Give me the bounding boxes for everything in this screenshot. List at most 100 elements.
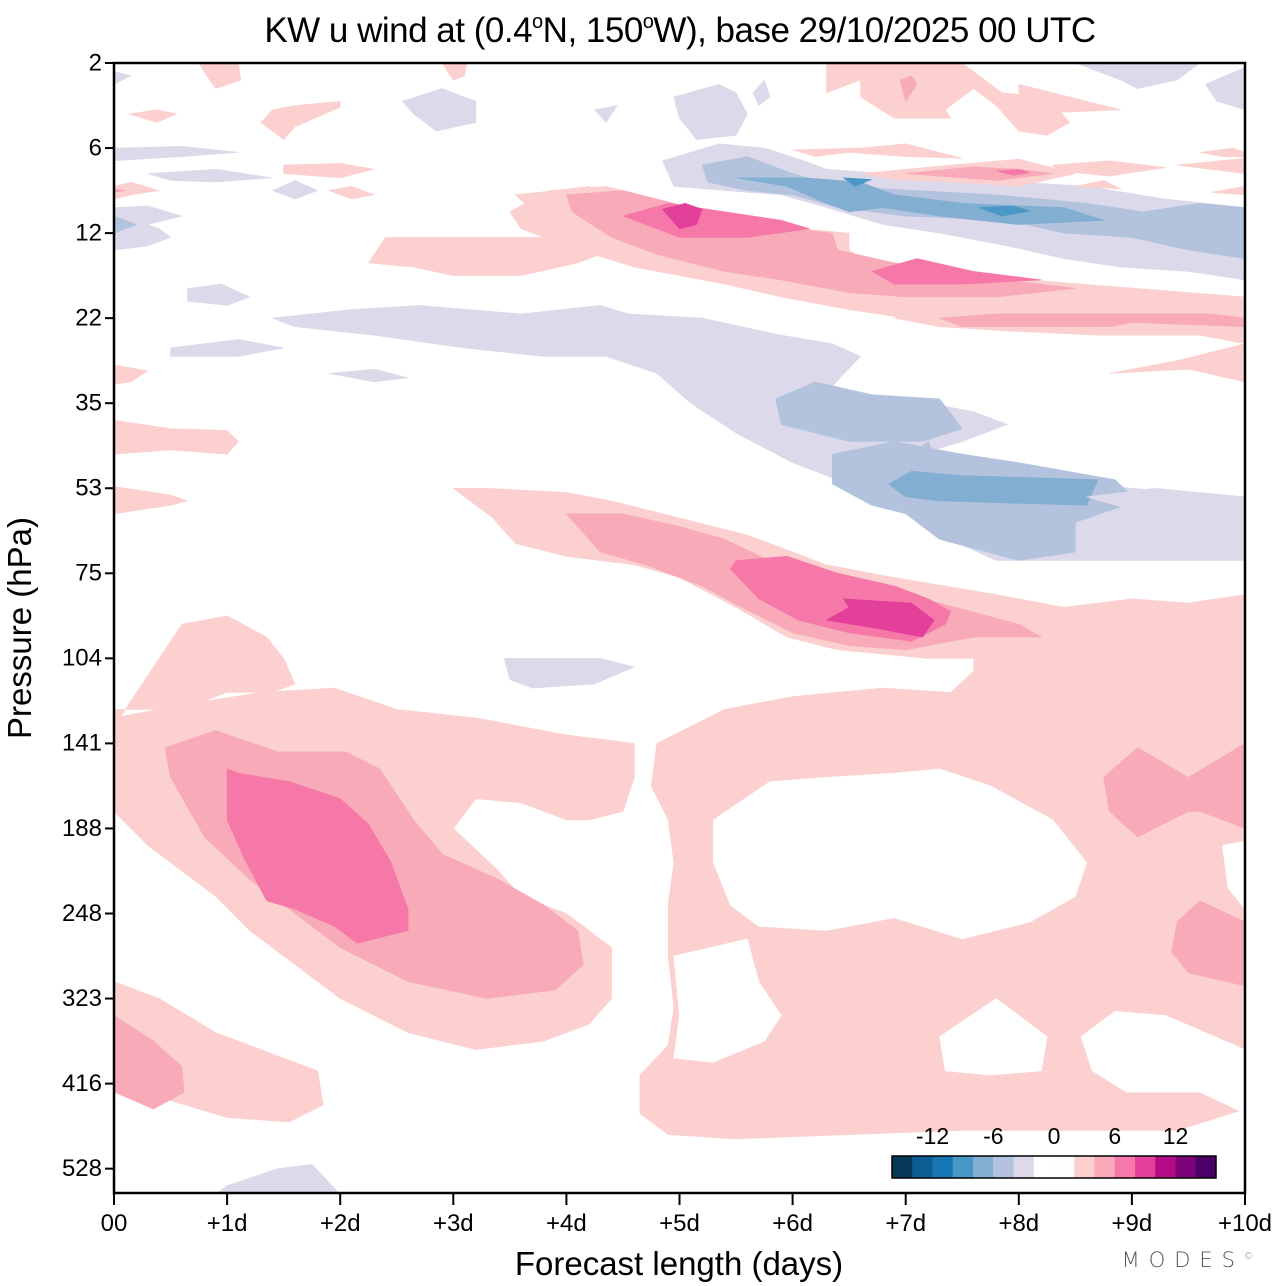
colorbar-swatch: [1135, 1156, 1156, 1178]
contour-region-pos1: [1109, 343, 1245, 383]
y-tick-label: 104: [62, 645, 102, 672]
contour-region-neg2: [775, 381, 963, 442]
x-tick-label: +1d: [207, 1210, 248, 1237]
colorbar-swatch: [1175, 1156, 1197, 1178]
contour-region-pos1: [792, 143, 963, 159]
contour-region-pos2: [1171, 900, 1245, 987]
colorbar-tick-label: 6: [1108, 1123, 1121, 1149]
contour-region-neg1: [147, 168, 273, 183]
contour-region-pos1: [1211, 185, 1245, 196]
contour-region-neg2: [114, 215, 138, 234]
contour-region-neg4: [842, 177, 872, 187]
contour-region-none: [1080, 1010, 1245, 1114]
contour-region-pos1: [1075, 180, 1121, 190]
contour-region-pos1: [114, 419, 239, 455]
x-tick-label: +8d: [998, 1210, 1039, 1237]
contour-region-neg1: [187, 283, 251, 306]
contour-region-pos1: [1052, 160, 1166, 177]
contour-region-neg1: [271, 180, 319, 200]
degree-symbol: o: [642, 11, 654, 33]
title-part: KW u wind at (0.4: [264, 11, 533, 50]
contour-region-neg3: [888, 470, 1099, 506]
contour-region-neg1: [272, 305, 1245, 561]
colorbar-tick-label: 12: [1163, 1123, 1189, 1149]
contour-region-pos1: [1199, 147, 1245, 157]
y-axis: 2 6 12 22 35 53 75 104 141 188 248 323 416 528: [62, 49, 114, 1182]
colorbar: -12 -6 0 6 12: [891, 1123, 1217, 1179]
colorbar-swatch: [1195, 1156, 1217, 1178]
contour-region-pos1: [441, 63, 468, 81]
colorbar-swatch: [1155, 1156, 1176, 1178]
contour-region-pos3: [871, 258, 1042, 285]
contour-region-pos1: [114, 486, 189, 515]
contour-region-none: [713, 768, 1088, 940]
colorbar-swatch: [1013, 1156, 1035, 1178]
contour-region-neg1: [114, 205, 184, 251]
contour-region-neg1: [114, 145, 239, 162]
watermark-text: MODES: [1121, 1248, 1244, 1272]
contour-region-pos4: [661, 202, 703, 230]
contour-region-neg1: [216, 1164, 340, 1193]
colorbar-swatch: [1054, 1156, 1075, 1178]
y-axis-title: Pressure (hPa): [1, 517, 38, 739]
y-tick-label: 2: [89, 49, 102, 76]
contour-region-none: [939, 998, 1048, 1076]
contour-region-neg1: [673, 83, 748, 140]
contour-region-pos1: [114, 615, 296, 727]
y-tick-label: 416: [62, 1070, 102, 1097]
y-tick-label: 6: [89, 134, 102, 161]
title-part: W), base 29/10/2025 00 UTC: [653, 11, 1096, 50]
y-tick-label: 188: [62, 815, 102, 842]
contour-region-pos3: [226, 768, 409, 944]
x-tick-label: +5d: [659, 1210, 700, 1237]
contour-region-neg1: [752, 79, 771, 106]
contour-region-neg1: [114, 71, 132, 85]
contour-region-neg1: [1086, 487, 1245, 532]
contour-region-none: [1222, 840, 1245, 910]
colorbar-frame: [891, 1155, 1217, 1179]
contour-region-neg1: [1075, 63, 1201, 89]
x-tick-label: +9d: [1112, 1210, 1153, 1237]
contour-fills: [114, 63, 1245, 1193]
x-tick-label: 00: [101, 1210, 128, 1237]
colorbar-swatch: [973, 1156, 994, 1178]
contour-region-pos1: [260, 100, 341, 140]
y-tick-label: 528: [62, 1155, 102, 1182]
x-tick-label: +4d: [546, 1210, 587, 1237]
contour-region-pos1: [327, 185, 376, 200]
contour-region-pos2: [939, 313, 1245, 328]
contour-region-pos1: [283, 163, 375, 179]
x-tick-label: +2d: [320, 1210, 361, 1237]
contour-region-pos2: [114, 1015, 185, 1110]
contour-region-pos1: [128, 109, 178, 123]
x-tick-label: +6d: [772, 1210, 813, 1237]
contour-region-pos1: [1018, 83, 1121, 115]
colorbar-tick-label: -6: [983, 1123, 1003, 1149]
colorbar-swatch: [932, 1156, 954, 1178]
y-tick-label: 22: [75, 304, 102, 331]
contour-region-pos1: [114, 364, 149, 385]
colorbar-swatch: [1094, 1156, 1116, 1178]
colorbar-swatch: [912, 1156, 933, 1178]
contour-region-pos2: [114, 188, 126, 193]
x-tick-label: +7d: [885, 1210, 926, 1237]
contour-region-neg1: [170, 339, 284, 357]
y-tick-label: 35: [75, 390, 102, 417]
y-tick-label: 75: [75, 560, 102, 587]
colorbar-tick-label: -12: [916, 1123, 949, 1149]
x-axis: 00 +1d +2d +3d +4d +5d +6d +7d +8d +9d +10d: [101, 1193, 1272, 1237]
contour-region-neg1: [401, 88, 477, 132]
y-tick-label: 12: [75, 219, 102, 246]
contour-region-neg2: [916, 441, 935, 455]
y-tick-label: 323: [62, 985, 102, 1012]
contour-region-pos1: [198, 63, 242, 89]
contour-region-pos4: [825, 598, 935, 638]
contour-region-pos1: [367, 185, 624, 276]
contour-region-neg1: [1204, 66, 1245, 111]
colorbar-tick-label: 0: [1048, 1123, 1061, 1149]
copyright-mark: ©: [1244, 1252, 1253, 1262]
colorbar-swatch: [1074, 1156, 1095, 1178]
x-tick-label: +3d: [433, 1210, 474, 1237]
colorbar-swatch: [952, 1156, 974, 1178]
colorbar-swatch: [1033, 1156, 1055, 1178]
